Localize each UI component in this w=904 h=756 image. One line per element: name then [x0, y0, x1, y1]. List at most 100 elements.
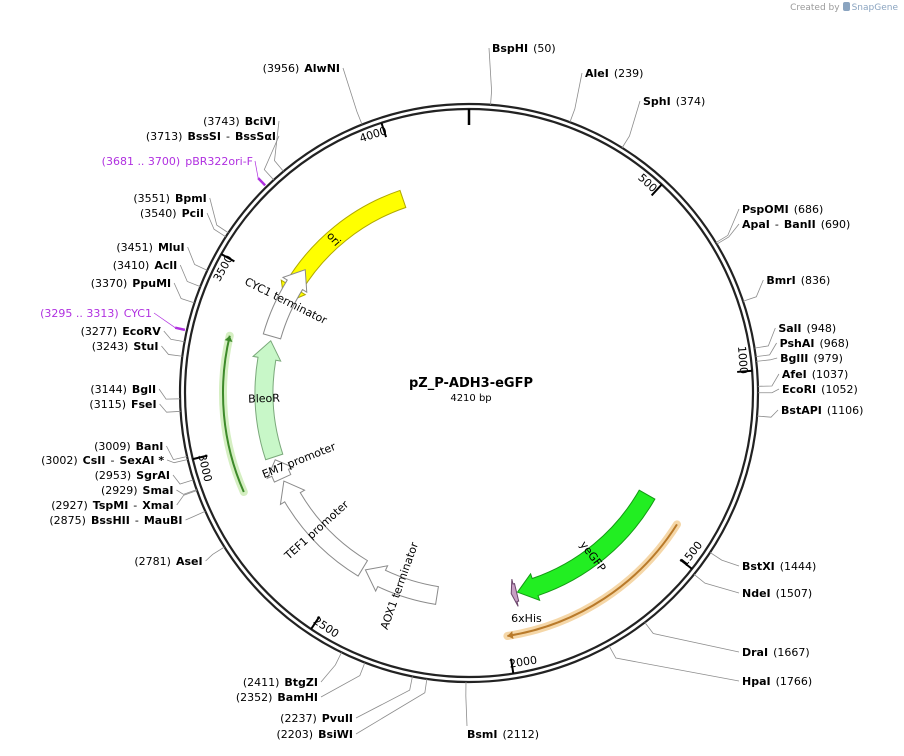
site-leader — [166, 459, 188, 464]
enzyme-name: BglII — [780, 352, 808, 365]
tick-mark — [737, 369, 753, 373]
site-leader — [263, 135, 280, 181]
enzyme-name: BsmI — [467, 728, 498, 741]
site-leader — [274, 120, 284, 172]
orf-orf-right — [507, 523, 678, 637]
site-leader — [756, 357, 778, 362]
site-leader — [621, 100, 641, 149]
enzyme-name: PspOMI — [742, 203, 789, 216]
site-position: (948) — [807, 322, 837, 335]
enzyme-name: AseI — [176, 555, 203, 568]
orf-orf-left — [222, 335, 245, 493]
site-position: (2875) — [49, 514, 86, 527]
tick-label: 2000 — [508, 654, 538, 671]
site-label-mlui: (3451) MluI — [116, 241, 184, 254]
site-position: (2112) — [503, 728, 540, 741]
feature-cyc1 — [262, 268, 308, 340]
site-label-alwni: (3956) AlwNI — [263, 62, 340, 75]
site-label-stui: (3243) StuI — [92, 340, 159, 353]
primer-cyc1-primer — [174, 326, 186, 332]
enzyme-name: FseI — [131, 398, 157, 411]
site-leader — [355, 676, 413, 719]
primer-range: (3295 .. 3313) — [40, 307, 119, 320]
site-label-bsphi: BspHI (50) — [492, 42, 556, 55]
primer-pbr322ori-f — [257, 177, 267, 187]
enzyme-name: SphI — [643, 95, 671, 108]
site-label-bglii: BglII (979) — [780, 352, 843, 365]
enzyme-name: PciI — [182, 207, 204, 220]
site-leader — [173, 282, 195, 304]
site-position: (2352) — [236, 691, 273, 704]
site-leader — [320, 652, 342, 683]
site-label-sgrai: (2953) SgrAI — [95, 469, 170, 482]
site-label-ppumi: (3370) PpuMI — [91, 277, 171, 290]
site-label-btgzi: (2411) BtgZI — [243, 676, 318, 689]
site-label-afei: AfeI (1037) — [782, 368, 848, 381]
site-position: (1037) — [812, 368, 849, 381]
site-position: (2237) — [280, 712, 317, 725]
site-position: (3540) — [140, 207, 177, 220]
site-position: (1507) — [776, 587, 813, 600]
site-leader — [187, 246, 208, 271]
site-layer: (3681 .. 3700) pBR322ori-F (3295 .. 3313) C… — [40, 42, 863, 741]
site-position: (3743) — [203, 115, 240, 128]
tick-mark — [192, 454, 208, 461]
site-position: (1667) — [773, 646, 810, 659]
site-leader — [163, 330, 185, 343]
site-position: (3009) — [94, 440, 131, 453]
primer-leader — [153, 312, 176, 328]
site-label-asei: (2781) AseI — [134, 555, 202, 568]
enzyme-name: AfeI — [782, 368, 807, 381]
enzyme-name: SgrAI — [136, 469, 170, 482]
site-position: (690) — [821, 218, 851, 231]
feature-label-bleor: BleoR — [248, 392, 280, 406]
enzyme-name: XmaI — [142, 499, 173, 512]
enzyme-name: EcoRI — [782, 383, 816, 396]
feature-tef1 — [279, 480, 369, 577]
enzyme-name: SmaI — [143, 484, 174, 497]
site-leader — [709, 552, 740, 567]
site-position: (3115) — [89, 398, 126, 411]
site-leader — [176, 490, 198, 506]
site-label-bani: (3009) BanI — [94, 440, 163, 453]
enzyme-name: AclI — [154, 259, 177, 272]
site-leader — [166, 445, 188, 461]
site-label-alei: AleI (239) — [585, 67, 643, 80]
site-leader — [206, 212, 227, 238]
site-label-apai: ApaI - BanII (690) — [742, 218, 850, 231]
primer-label-cyc1-primer: (3295 .. 3313) CYC1 — [40, 307, 152, 320]
site-label-bsmi: BsmI (2112) — [467, 728, 539, 741]
enzyme-name: SalI — [778, 322, 801, 335]
enzyme-name: MluI — [158, 241, 185, 254]
enzyme-name: BssSI — [187, 130, 221, 143]
primer-name: pBR322ori-F — [185, 155, 253, 168]
orf-layer — [219, 331, 681, 640]
feature-label-6xhis: 6xHis — [511, 612, 542, 625]
primer-leader — [254, 160, 259, 179]
site-position: (2929) — [101, 484, 138, 497]
orf-arrowhead — [507, 631, 514, 640]
site-leader — [716, 223, 740, 245]
enzyme-name: BstAPI — [781, 404, 822, 417]
site-position: (968) — [819, 337, 849, 350]
enzyme-name: PvuII — [322, 712, 353, 725]
enzyme-name: EcoRV — [122, 325, 161, 338]
site-leader — [608, 645, 740, 682]
site-label-bcivi: (3743) BciVI — [203, 115, 276, 128]
primer-name: CYC1 — [124, 307, 152, 320]
enzyme-name: AleI — [585, 67, 609, 80]
site-label-bstxi: BstXI (1444) — [742, 560, 816, 573]
site-leader — [158, 388, 181, 400]
site-position: (2203) — [276, 728, 313, 741]
primer-range: (3681 .. 3700) — [102, 155, 181, 168]
site-leader — [693, 574, 740, 594]
enzyme-name: BspHI — [492, 42, 528, 55]
tick-mark — [650, 183, 663, 197]
site-leader — [320, 662, 366, 698]
tick-mark — [220, 253, 235, 263]
site-leader — [465, 681, 468, 727]
enzyme-name: BsiWI — [318, 728, 353, 741]
site-label-acli: (3410) AclI — [113, 259, 177, 272]
